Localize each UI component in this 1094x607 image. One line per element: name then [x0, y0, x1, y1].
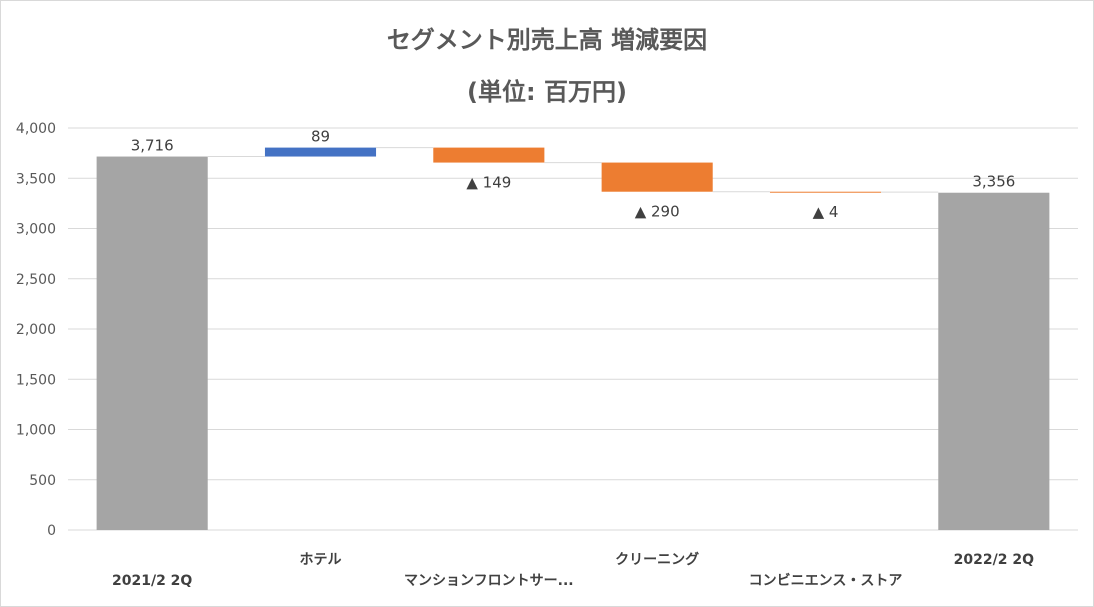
y-tick-label: 2,500 [16, 272, 56, 288]
bar [769, 191, 882, 193]
bar [601, 162, 713, 192]
chart-title: セグメント別売上高 増減要因 [386, 26, 708, 54]
y-tick-label: 3,000 [16, 222, 56, 238]
x-tick-label: コンビニエンス・ストア [749, 573, 903, 589]
bar [938, 192, 1050, 531]
data-label: ▲ 149 [466, 174, 511, 192]
gridlines [68, 127, 1078, 531]
chart-subtitle: (単位: 百万円) [467, 78, 627, 106]
bars [96, 147, 1050, 531]
y-tick-label: 2,000 [16, 322, 56, 338]
x-tick-label: ホテル [300, 552, 342, 568]
bar [96, 156, 208, 531]
y-tick-label: 4,000 [16, 121, 56, 137]
data-label: 3,356 [972, 173, 1015, 191]
bar [433, 147, 545, 163]
connector-lines [207, 147, 939, 193]
x-tick-label: クリーニング [615, 551, 699, 568]
bar [264, 147, 377, 157]
y-tick-label: 500 [29, 473, 56, 489]
data-label: 89 [311, 128, 330, 146]
y-tick-label: 1,500 [16, 372, 56, 388]
data-labels: 3,716 89 ▲ 149 ▲ 290 ▲ 4 3,356 [131, 128, 1016, 222]
data-label: ▲ 4 [813, 203, 839, 221]
x-tick-label: マンションフロントサー... [404, 573, 574, 589]
data-label: 3,716 [131, 137, 174, 155]
y-axis-tick-labels: 0 500 1,000 1,500 2,000 2,500 3,000 3,500 4,000 [16, 121, 56, 539]
data-label: ▲ 290 [635, 203, 680, 221]
x-tick-label: 2021/2 2Q [112, 573, 192, 589]
x-tick-label: 2022/2 2Q [954, 552, 1034, 568]
y-tick-label: 1,000 [16, 423, 56, 439]
y-tick-label: 3,500 [16, 171, 56, 187]
y-tick-label: 0 [47, 523, 56, 539]
